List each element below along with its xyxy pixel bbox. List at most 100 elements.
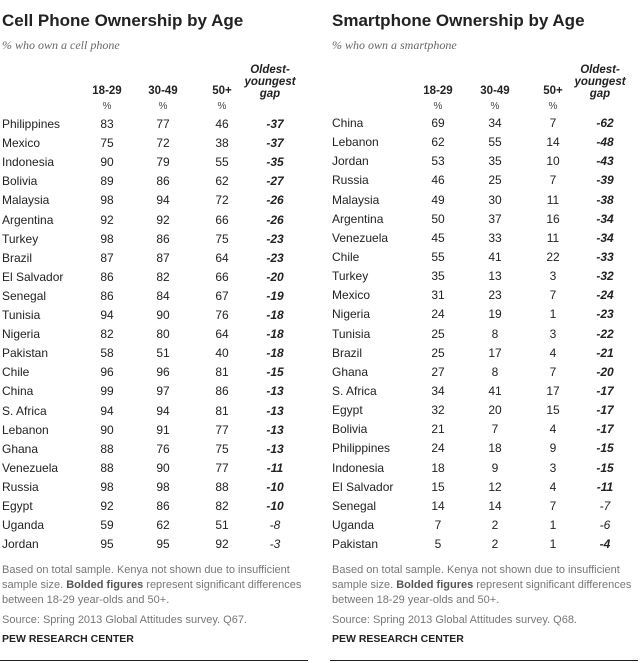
value-cell: 95 xyxy=(156,537,170,552)
value-cell: 82 xyxy=(215,499,229,513)
value-cell: 3 xyxy=(549,269,557,284)
gap-cell: -10 xyxy=(266,499,284,513)
gap-cell: -21 xyxy=(596,345,614,360)
gap-cell: -13 xyxy=(266,441,284,456)
value-cell: 40 xyxy=(215,346,229,361)
country-name: Ghana xyxy=(332,364,369,379)
value-cell: 92 xyxy=(100,212,114,227)
value-cell: 41 xyxy=(488,383,502,398)
value-cell: 3 xyxy=(549,326,557,341)
gap-cell: -62 xyxy=(596,116,614,130)
value-cell: 27 xyxy=(431,364,445,379)
value-cell: 51 xyxy=(215,518,229,533)
value-cell: 11 xyxy=(546,192,560,207)
country-name: Turkey xyxy=(332,269,369,284)
country-name: Bolivia xyxy=(2,174,38,189)
table-row: Egypt 92 86 82 -10 xyxy=(0,499,316,518)
value-cell: 8 xyxy=(491,364,499,379)
gap-cell: -17 xyxy=(596,403,614,418)
table-row: S. Africa 34 41 17 -17 xyxy=(330,384,640,403)
country-name: Philippines xyxy=(332,441,391,456)
gap-cell: -23 xyxy=(266,231,284,246)
value-cell: 7 xyxy=(549,498,557,513)
column-header: 50+ xyxy=(212,85,232,97)
value-cell: 77 xyxy=(215,422,229,437)
value-cell: 97 xyxy=(156,384,170,399)
table-row: Mexico 75 72 38 -37 xyxy=(0,136,316,155)
gap-cell: -15 xyxy=(596,460,614,475)
value-cell: 7 xyxy=(549,173,557,188)
value-cell: 4 xyxy=(549,479,557,494)
value-cell: 25 xyxy=(488,173,502,188)
value-cell: 8 xyxy=(491,326,499,341)
value-cell: 55 xyxy=(215,155,229,170)
value-cell: 86 xyxy=(156,174,170,189)
value-cell: 80 xyxy=(156,327,170,342)
value-cell: 96 xyxy=(100,365,114,380)
value-cell: 14 xyxy=(546,135,560,150)
value-cell: 77 xyxy=(215,460,229,475)
value-cell: 62 xyxy=(431,135,445,150)
country-name: Mexico xyxy=(2,136,41,151)
gap-cell: -11 xyxy=(266,460,284,475)
value-cell: 25 xyxy=(431,326,445,341)
table-row: Tunisia 25 8 3 -22 xyxy=(330,327,640,346)
value-cell: 20 xyxy=(488,403,502,418)
country-name: Jordan xyxy=(332,154,369,169)
value-cell: 14 xyxy=(431,498,445,513)
country-name: Indonesia xyxy=(2,155,55,170)
value-cell: 17 xyxy=(488,345,502,360)
value-cell: 7 xyxy=(434,517,442,532)
value-cell: 17 xyxy=(546,383,560,398)
gap-cell: -24 xyxy=(596,288,614,303)
value-cell: 87 xyxy=(156,250,170,265)
value-cell: 89 xyxy=(100,174,114,189)
value-cell: 98 xyxy=(100,231,114,246)
value-cell: 69 xyxy=(431,116,445,130)
value-cell: 55 xyxy=(431,249,445,264)
table-row: Malaysia 98 94 72 -26 xyxy=(0,193,316,212)
value-cell: 75 xyxy=(215,441,229,456)
table-row: Venezuela 88 90 77 -11 xyxy=(0,461,316,480)
table-subtitle: % who own a cell phone xyxy=(2,38,120,52)
country-name: Pakistan xyxy=(2,346,49,361)
country-name: Venezuela xyxy=(2,460,59,475)
country-name: Brazil xyxy=(332,345,363,360)
table-row: Senegal 14 14 7 -7 xyxy=(330,499,640,518)
footnote-text: Based on total sample. Kenya not shown d… xyxy=(2,564,290,591)
value-cell: 72 xyxy=(156,136,170,151)
table-subtitle: % who own a smartphone xyxy=(332,38,457,52)
table-row: Chile 96 96 81 -15 xyxy=(0,365,316,384)
value-cell: 18 xyxy=(431,460,445,475)
credit: PEW RESEARCH CENTER xyxy=(332,633,464,645)
value-cell: 51 xyxy=(156,346,170,361)
value-cell: 35 xyxy=(431,269,445,284)
value-cell: 96 xyxy=(156,365,170,380)
gap-cell: -48 xyxy=(596,135,614,150)
gap-cell: -15 xyxy=(596,441,614,456)
gap-cell: -13 xyxy=(266,403,284,418)
value-cell: 88 xyxy=(215,479,229,494)
value-cell: 31 xyxy=(431,288,445,303)
table-row: Jordan 53 35 10 -43 xyxy=(330,154,640,173)
gap-cell: -17 xyxy=(596,422,614,437)
footnote-bold: Bolded figures xyxy=(66,579,144,591)
value-cell: 11 xyxy=(546,230,560,245)
value-cell: 92 xyxy=(100,499,114,513)
percent-label: % xyxy=(158,101,168,112)
bottom-rule xyxy=(0,660,308,661)
country-name: Pakistan xyxy=(332,537,379,552)
value-cell: 76 xyxy=(215,308,229,322)
value-cell: 7 xyxy=(491,422,499,437)
value-cell: 7 xyxy=(549,364,557,379)
table-row: Indonesia 18 9 3 -15 xyxy=(330,461,640,480)
value-cell: 18 xyxy=(488,441,502,456)
table-row: Jordan 95 95 92 -3 xyxy=(0,537,316,556)
table-row: Tunisia 94 90 76 -18 xyxy=(0,308,316,327)
country-name: S. Africa xyxy=(332,383,377,398)
country-name: Jordan xyxy=(2,537,39,552)
value-cell: 35 xyxy=(488,154,502,169)
country-name: Egypt xyxy=(332,403,363,418)
gap-cell: -20 xyxy=(596,364,614,379)
value-cell: 90 xyxy=(156,460,170,475)
